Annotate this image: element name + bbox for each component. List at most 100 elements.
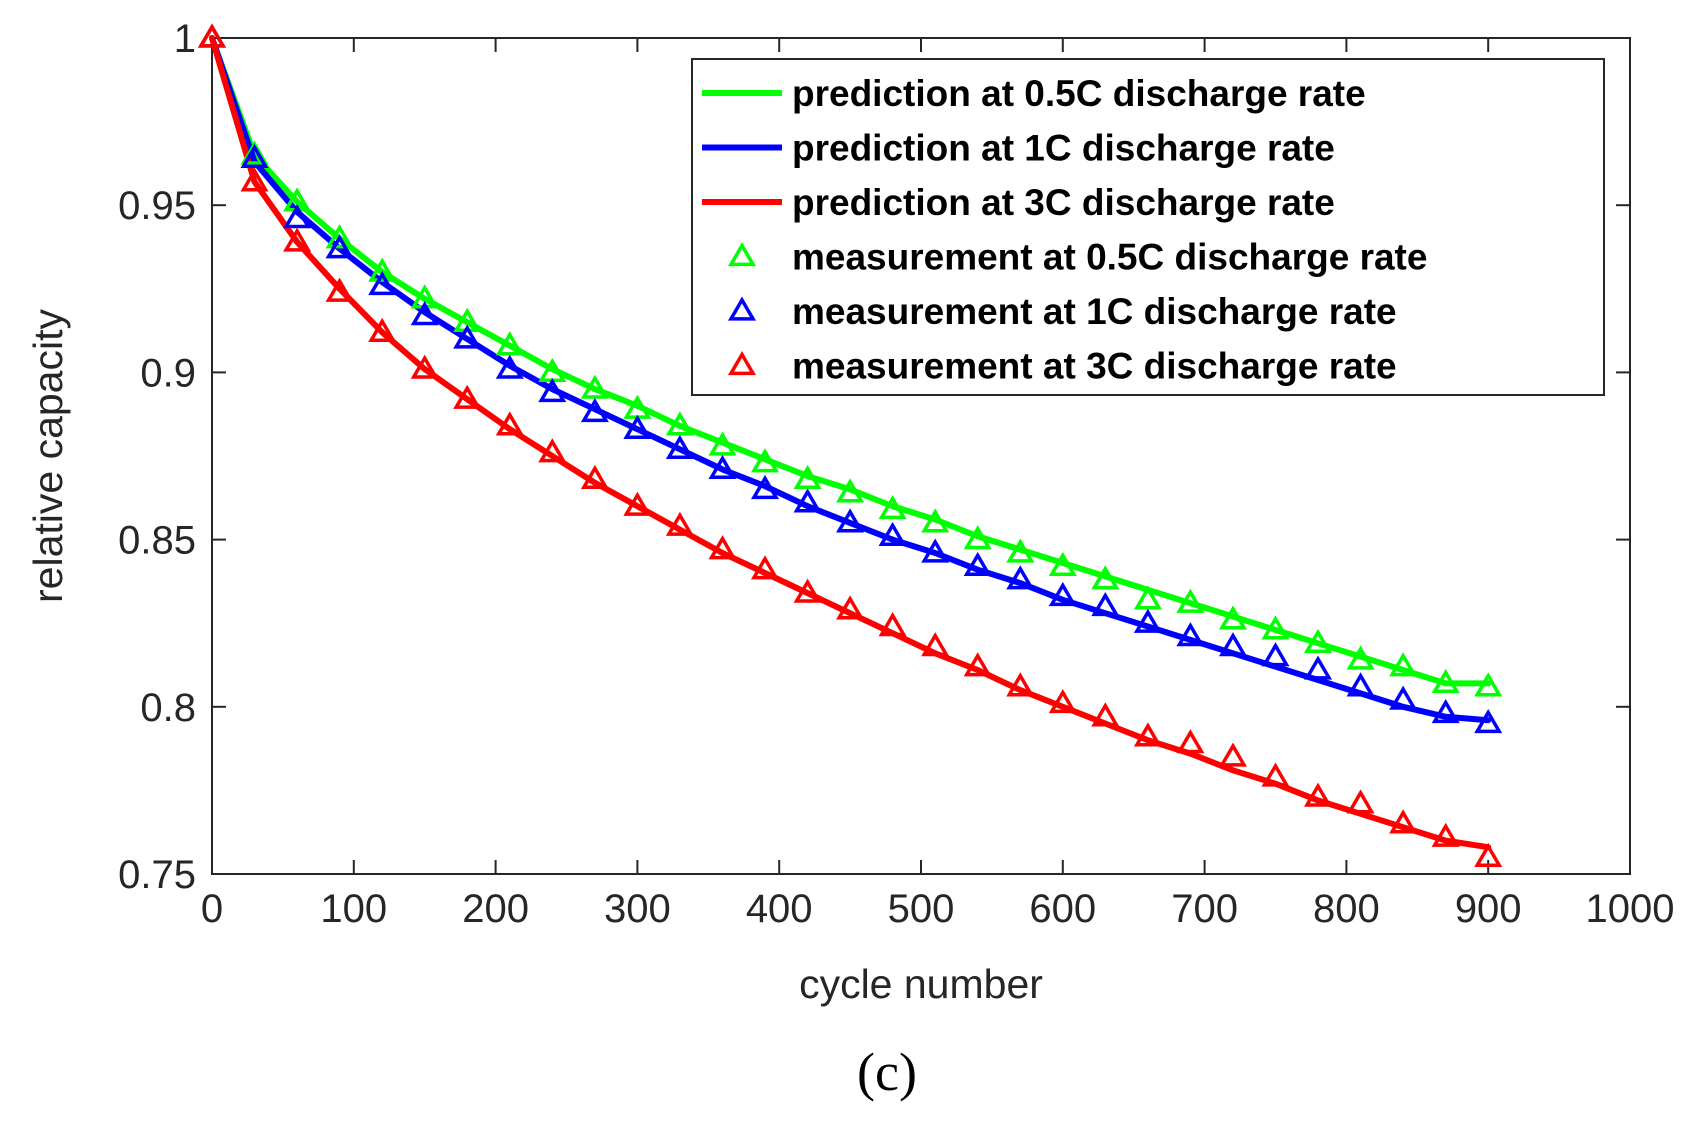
legend: prediction at 0.5C discharge rate predict… bbox=[691, 58, 1605, 396]
data-point-measurement-at-3c-discharge-rate bbox=[197, 23, 227, 48]
x-tick-label: 100 bbox=[320, 887, 387, 931]
data-point-measurement-at-1c-discharge-rate bbox=[793, 488, 822, 513]
x-tick-label: 800 bbox=[1313, 887, 1380, 931]
data-point-measurement-at-0-5c-discharge-rate bbox=[1176, 588, 1205, 613]
data-point-measurement-at-1c-discharge-rate bbox=[453, 324, 482, 349]
y-axis-label: relative capacity bbox=[25, 309, 71, 603]
data-point-measurement-at-3c-discharge-rate bbox=[410, 354, 439, 379]
legend-marker-measurement-at-3c-discharge-rate bbox=[727, 351, 757, 376]
data-point-measurement-at-3c-discharge-rate bbox=[538, 438, 567, 463]
data-point-measurement-at-3c-discharge-rate bbox=[1431, 822, 1460, 847]
data-point-measurement-at-1c-discharge-rate bbox=[708, 454, 737, 480]
y-tick-label: 0.8 bbox=[140, 686, 196, 730]
data-point-measurement-at-3c-discharge-rate bbox=[878, 612, 907, 637]
data-point-measurement-at-1c-discharge-rate bbox=[495, 354, 524, 379]
data-point-measurement-at-3c-discharge-rate bbox=[368, 317, 397, 342]
data-point-measurement-at-3c-discharge-rate bbox=[836, 595, 865, 620]
data-point-measurement-at-0-5c-discharge-rate bbox=[1346, 645, 1375, 670]
data-point-measurement-at-3c-discharge-rate bbox=[1474, 842, 1503, 867]
data-point-measurement-at-3c-discharge-rate bbox=[1218, 742, 1248, 767]
data-point-measurement-at-1c-discharge-rate bbox=[1303, 655, 1333, 680]
x-tick-label: 500 bbox=[888, 887, 955, 931]
x-tick-label: 300 bbox=[604, 887, 671, 931]
data-point-measurement-at-0-5c-discharge-rate bbox=[921, 508, 950, 533]
legend-entry-label: prediction at 1C discharge rate bbox=[792, 128, 1335, 169]
x-tick-label: 1000 bbox=[1586, 887, 1675, 931]
data-point-measurement-at-0-5c-discharge-rate bbox=[878, 495, 907, 520]
data-point-measurement-at-3c-discharge-rate bbox=[708, 535, 737, 560]
data-point-measurement-at-3c-discharge-rate bbox=[1261, 762, 1290, 787]
legend-entry-label: measurement at 1C discharge rate bbox=[792, 291, 1397, 332]
data-point-measurement-at-3c-discharge-rate bbox=[453, 384, 482, 409]
data-point-measurement-at-0-5c-discharge-rate bbox=[1218, 605, 1248, 630]
series-layer bbox=[197, 23, 1503, 867]
data-point-measurement-at-1c-discharge-rate bbox=[368, 271, 397, 296]
data-point-measurement-at-3c-discharge-rate bbox=[665, 511, 694, 536]
legend-entry-label: prediction at 0.5C discharge rate bbox=[792, 73, 1366, 114]
data-point-measurement-at-0-5c-discharge-rate bbox=[665, 411, 694, 436]
legend-marker-measurement-at-1c-discharge-rate bbox=[727, 296, 757, 321]
data-point-measurement-at-0-5c-discharge-rate bbox=[368, 257, 397, 282]
data-point-measurement-at-1c-discharge-rate bbox=[1006, 565, 1035, 590]
data-point-measurement-at-0-5c-discharge-rate bbox=[1261, 615, 1290, 640]
legend-entry-label: measurement at 0.5C discharge rate bbox=[792, 237, 1427, 278]
data-point-measurement-at-3c-discharge-rate bbox=[1176, 729, 1205, 754]
series-line-prediction-at-1c-discharge-rate bbox=[209, 35, 1492, 724]
legend-marker-measurement-at-0-5c-discharge-rate bbox=[727, 242, 757, 267]
data-point-measurement-at-1c-discharge-rate bbox=[1091, 592, 1120, 617]
data-point-measurement-at-1c-discharge-rate bbox=[1431, 699, 1460, 724]
legend-entry-label: prediction at 3C discharge rate bbox=[792, 182, 1335, 223]
data-point-measurement-at-0-5c-discharge-rate bbox=[1303, 628, 1333, 653]
data-point-measurement-at-0-5c-discharge-rate bbox=[750, 448, 780, 473]
data-point-measurement-at-0-5c-discharge-rate bbox=[708, 431, 737, 456]
data-point-measurement-at-1c-discharge-rate bbox=[1048, 581, 1077, 607]
data-point-measurement-at-0-5c-discharge-rate bbox=[1006, 538, 1035, 563]
data-point-measurement-at-1c-discharge-rate bbox=[410, 301, 439, 326]
x-axis-ticks: 0 100 200 300 400 500 600 700 800 900 1000 bbox=[201, 38, 1675, 931]
y-tick-label: 0.85 bbox=[118, 519, 196, 563]
data-point-measurement-at-3c-discharge-rate bbox=[750, 555, 780, 580]
data-point-measurement-at-1c-discharge-rate bbox=[836, 508, 865, 533]
x-tick-label: 400 bbox=[746, 887, 813, 931]
data-point-measurement-at-0-5c-discharge-rate bbox=[1389, 652, 1418, 677]
data-point-measurement-at-1c-discharge-rate bbox=[1218, 632, 1248, 657]
data-point-measurement-at-1c-discharge-rate bbox=[1474, 709, 1503, 734]
data-point-measurement-at-0-5c-discharge-rate bbox=[1048, 551, 1077, 577]
data-point-measurement-at-1c-discharge-rate bbox=[750, 474, 780, 500]
x-axis-label: cycle number bbox=[799, 961, 1043, 1007]
data-point-measurement-at-0-5c-discharge-rate bbox=[495, 331, 524, 356]
series-line-prediction-at-0-5c-discharge-rate bbox=[209, 35, 1492, 687]
data-point-measurement-at-3c-discharge-rate bbox=[580, 464, 609, 490]
data-point-measurement-at-3c-discharge-rate bbox=[1133, 722, 1162, 747]
data-point-measurement-at-1c-discharge-rate bbox=[325, 234, 354, 259]
data-point-measurement-at-3c-discharge-rate bbox=[963, 652, 992, 677]
data-point-measurement-at-1c-discharge-rate bbox=[1261, 642, 1290, 667]
data-point-measurement-at-1c-discharge-rate bbox=[538, 378, 567, 403]
data-point-measurement-at-1c-discharge-rate bbox=[1176, 622, 1205, 647]
data-point-measurement-at-0-5c-discharge-rate bbox=[963, 525, 992, 550]
data-point-measurement-at-1c-discharge-rate bbox=[1389, 685, 1418, 710]
data-point-measurement-at-3c-discharge-rate bbox=[283, 227, 312, 252]
y-tick-label: 0.9 bbox=[140, 351, 196, 395]
data-point-measurement-at-1c-discharge-rate bbox=[878, 521, 907, 546]
data-point-measurement-at-0-5c-discharge-rate bbox=[836, 478, 865, 503]
data-point-measurement-at-0-5c-discharge-rate bbox=[793, 464, 822, 490]
y-axis-ticks: 0.75 0.8 0.85 0.9 0.95 1 bbox=[118, 17, 1630, 897]
data-point-measurement-at-1c-discharge-rate bbox=[283, 204, 312, 229]
x-tick-label: 600 bbox=[1029, 887, 1096, 931]
data-point-measurement-at-1c-discharge-rate bbox=[963, 551, 992, 577]
x-tick-label: 700 bbox=[1171, 887, 1238, 931]
data-point-measurement-at-1c-discharge-rate bbox=[1346, 672, 1375, 697]
data-point-measurement-at-3c-discharge-rate bbox=[793, 578, 822, 603]
data-point-measurement-at-1c-discharge-rate bbox=[580, 398, 609, 423]
data-point-measurement-at-3c-discharge-rate bbox=[1091, 702, 1120, 727]
data-point-measurement-at-1c-discharge-rate bbox=[665, 434, 694, 459]
data-point-measurement-at-3c-discharge-rate bbox=[1048, 689, 1077, 714]
data-point-measurement-at-3c-discharge-rate bbox=[623, 491, 652, 516]
data-point-measurement-at-0-5c-discharge-rate bbox=[1091, 565, 1120, 590]
data-point-measurement-at-3c-discharge-rate bbox=[325, 277, 354, 302]
y-tick-label: 0.95 bbox=[118, 184, 196, 228]
data-point-measurement-at-0-5c-discharge-rate bbox=[1431, 668, 1460, 694]
data-point-measurement-at-3c-discharge-rate bbox=[1389, 809, 1418, 834]
